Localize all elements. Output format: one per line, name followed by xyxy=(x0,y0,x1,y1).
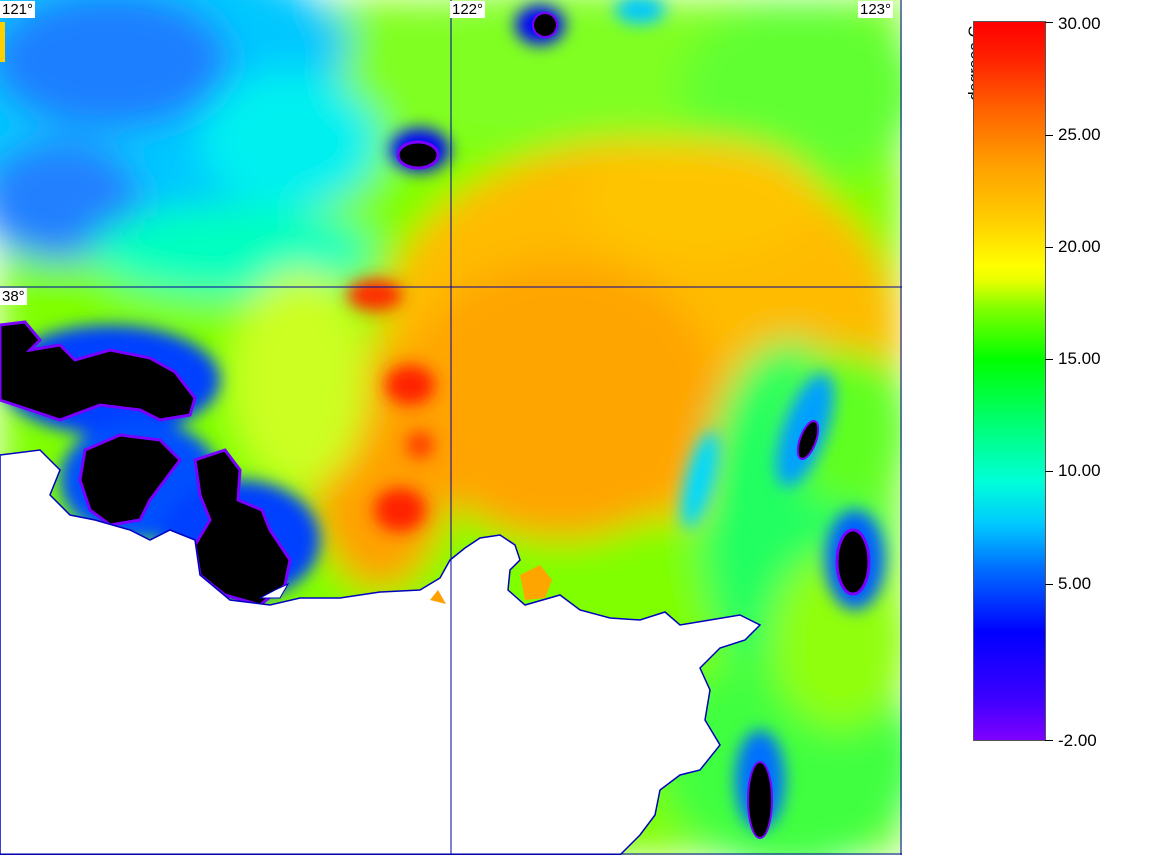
lon-label-123: 123° xyxy=(858,1,894,18)
colorbar-tick xyxy=(1045,135,1053,136)
lat-label-38: 38° xyxy=(0,288,27,305)
colorbar-label-5: 5.00 xyxy=(1058,574,1092,593)
colorbar-label-10: 10.00 xyxy=(1058,461,1101,480)
graticule xyxy=(0,0,902,855)
colorbar-legend: degrees-C 30.00 25.00 20.00 15.00 10.00 … xyxy=(944,0,1166,855)
colorbar-label-minus-2: -2.00 xyxy=(1058,731,1097,750)
colorbar xyxy=(973,21,1046,741)
sst-map: 121° 122° 123° 38° xyxy=(0,0,902,855)
colorbar-tick xyxy=(1045,359,1053,360)
colorbar-label-30: 30.00 xyxy=(1058,14,1101,33)
colorbar-label-25: 25.00 xyxy=(1058,125,1101,144)
colorbar-tick xyxy=(1045,584,1053,585)
colorbar-tick xyxy=(1045,22,1053,23)
no-data-masks xyxy=(0,12,871,839)
landmass xyxy=(0,449,762,855)
colorbar-tick xyxy=(1045,740,1053,741)
colorbar-label-20: 20.00 xyxy=(1058,237,1101,256)
lon-label-121: 121° xyxy=(0,1,36,18)
lon-label-122: 122° xyxy=(450,1,486,18)
colorbar-tick xyxy=(1045,247,1053,248)
colorbar-tick xyxy=(1045,471,1053,472)
edge-marker xyxy=(0,22,5,62)
colorbar-label-15: 15.00 xyxy=(1058,349,1101,368)
sst-raster xyxy=(0,0,902,855)
